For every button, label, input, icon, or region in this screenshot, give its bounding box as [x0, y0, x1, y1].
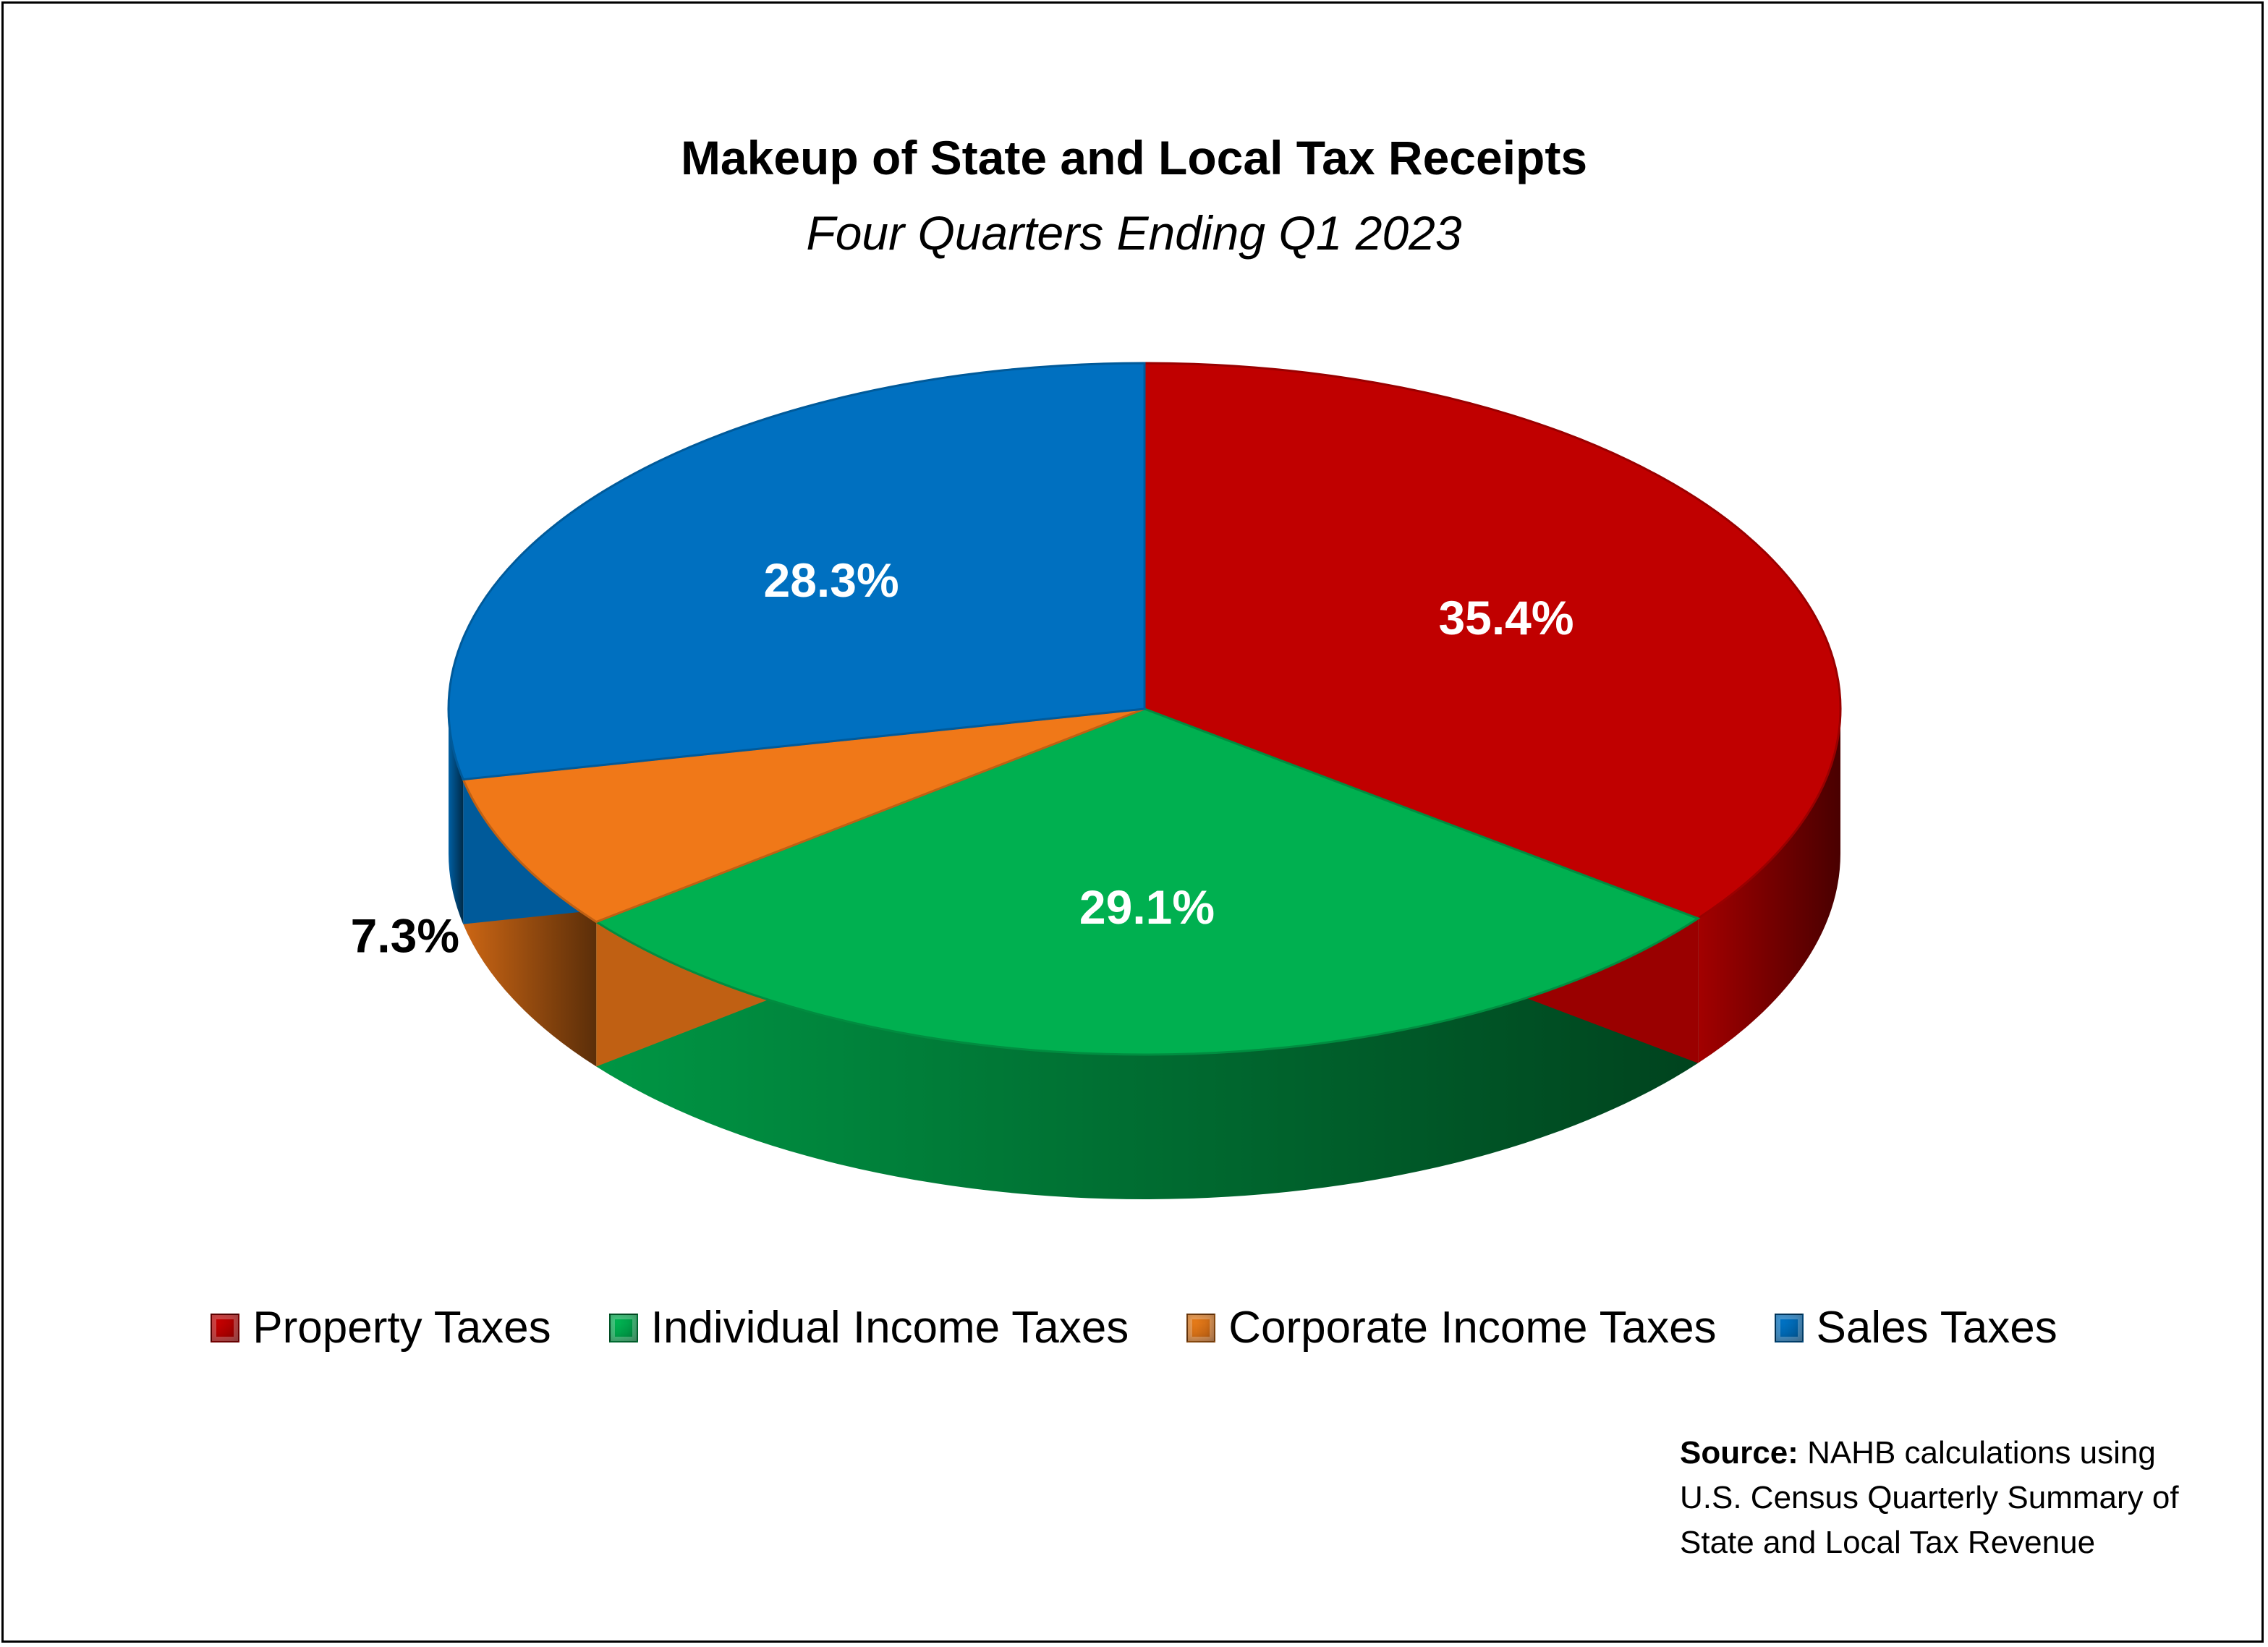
pie-slice-property-taxes: [1143, 362, 1842, 920]
source-label: Source:: [1680, 1435, 1798, 1471]
pie-top-faces: [447, 362, 1842, 1056]
legend-swatch-sales-taxes: [1774, 1313, 1804, 1342]
legend-swatch-property-taxes: [211, 1313, 240, 1342]
data-label-property-taxes: 35.4%: [1438, 591, 1573, 644]
data-label-individual-income-taxes: 29.1%: [1079, 880, 1215, 934]
pie-slice-individual-income-taxes: [593, 707, 1701, 1056]
source-note: Source: NAHB calculations using U.S. Cen…: [1680, 1431, 2179, 1565]
chart-subtitle: Four Quarters Ending Q1 2023: [806, 206, 1462, 260]
pie-side-sales-taxes: [449, 709, 464, 924]
legend-label-corporate-income-taxes: Corporate Income Taxes: [1228, 1303, 1717, 1353]
pie-side-individual-income-taxes: [596, 918, 1699, 1200]
legend-item-property-taxes: Property Taxes: [211, 1302, 551, 1353]
source-line-1: NAHB calculations using: [1807, 1435, 2156, 1471]
legend-label-individual-income-taxes: Individual Income Taxes: [650, 1303, 1129, 1353]
data-label-corporate-income-taxes: 7.3%: [351, 909, 459, 963]
data-label-sales-taxes: 28.3%: [763, 553, 899, 607]
legend-item-individual-income-taxes: Individual Income Taxes: [608, 1302, 1129, 1353]
pie-side-property-taxes: [1698, 709, 1840, 1063]
chart-title: Makeup of State and Local Tax Receipts: [680, 131, 1588, 184]
pie-data-labels: 35.4% 29.1% 7.3% 28.3%: [351, 553, 1574, 962]
legend-swatch-corporate-income-taxes: [1186, 1313, 1216, 1342]
source-line-2: U.S. Census Quarterly Summary of: [1680, 1480, 2179, 1515]
chart-legend: Property Taxes Individual Income Taxes Cor…: [0, 1302, 2268, 1353]
pie-slice-sales-taxes: [447, 362, 1146, 781]
legend-label-property-taxes: Property Taxes: [252, 1303, 551, 1353]
legend-swatch-individual-income-taxes: [608, 1313, 638, 1342]
legend-item-sales-taxes: Sales Taxes: [1774, 1302, 2057, 1353]
legend-label-sales-taxes: Sales Taxes: [1816, 1303, 2057, 1353]
legend-item-corporate-income-taxes: Corporate Income Taxes: [1186, 1302, 1717, 1353]
source-line-3: State and Local Tax Revenue: [1680, 1525, 2096, 1560]
